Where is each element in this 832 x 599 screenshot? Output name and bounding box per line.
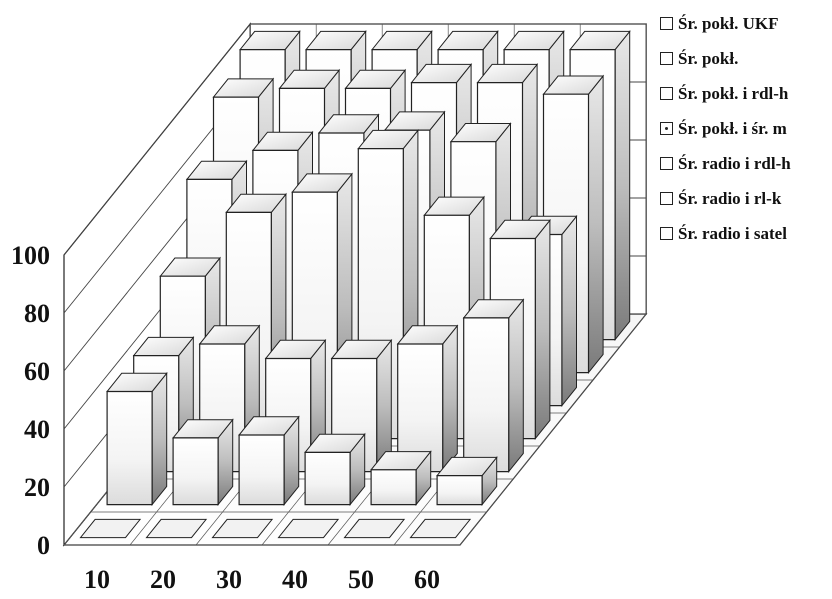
bar-front-face (304, 451, 351, 506)
legend-swatch (660, 17, 673, 30)
legend: Śr. pokł. UKF Śr. pokł. Śr. pokł. i rdl-… (660, 6, 791, 251)
y-tick-label: 20 (24, 473, 50, 502)
chart-bars (79, 29, 631, 539)
legend-swatch (660, 87, 673, 100)
legend-swatch (660, 157, 673, 170)
bar-side-face (561, 214, 577, 408)
bar-side-face (508, 298, 524, 474)
y-tick-label: 40 (24, 415, 50, 444)
y-tick-label: 60 (24, 357, 50, 386)
bar-front-face (172, 437, 219, 506)
bar (370, 450, 432, 507)
bar-side-face (588, 74, 604, 375)
bar-top-face (211, 518, 274, 539)
legend-swatch (660, 192, 673, 205)
legend-item-sr-radio-i-rl-k: Śr. radio i rl-k (660, 181, 791, 216)
bar (145, 518, 208, 539)
x-tick-label: 60 (414, 565, 440, 594)
legend-item-sr-pokl: Śr. pokł. (660, 41, 791, 76)
legend-label: Śr. pokł. i rdl-h (678, 83, 789, 103)
bar-front-face (106, 390, 153, 506)
bar-top-face (79, 518, 142, 539)
bar-front-face (463, 317, 510, 473)
bar (277, 518, 340, 539)
floor-gridline (459, 313, 647, 546)
x-tick-label: 30 (216, 565, 242, 594)
legend-label: Śr. radio i satel (678, 223, 787, 243)
legend-item-sr-radio-i-rdl-h: Śr. radio i rdl-h (660, 146, 791, 181)
bar-side-face (151, 371, 168, 507)
bar (225, 192, 287, 441)
bar (343, 518, 406, 539)
bar (238, 415, 300, 507)
x-tick-label: 40 (282, 565, 308, 594)
legend-item-sr-pokl-i-sr-m: Śr. pokł. i śr. m (660, 111, 791, 146)
x-tick-label: 20 (150, 565, 176, 594)
chart-tick-labels: 0 20 40 60 80 100 10 20 30 40 50 60 (11, 241, 440, 594)
bar (304, 432, 366, 507)
legend-swatch (660, 227, 673, 240)
legend-label: Śr. pokł. (678, 48, 739, 68)
legend-label: Śr. radio i rl-k (678, 188, 782, 208)
legend-label: Śr. radio i rdl-h (678, 153, 791, 173)
legend-label: Śr. pokł. i śr. m (678, 118, 787, 138)
bar-top-face (277, 518, 340, 539)
legend-item-sr-pokl-ukf: Śr. pokł. UKF (660, 6, 791, 41)
bar (106, 371, 168, 507)
legend-item-sr-pokl-i-rdl-h: Śr. pokł. i rdl-h (660, 76, 791, 111)
bar-side-face (614, 29, 631, 342)
y-tick-label: 80 (24, 299, 50, 328)
x-tick-label: 50 (348, 565, 374, 594)
bar-top-face (409, 518, 472, 539)
bar (436, 455, 498, 507)
bar (79, 518, 142, 539)
y-tick-label: 100 (11, 241, 50, 270)
bar-top-face (145, 518, 208, 539)
bar-side-face (534, 218, 551, 441)
bar-front-face (370, 469, 417, 506)
bar (211, 518, 274, 539)
legend-label: Śr. pokł. UKF (678, 13, 779, 33)
bar (172, 418, 234, 507)
bar (409, 518, 472, 539)
bar (396, 324, 459, 474)
y-tick-label: 0 (37, 531, 50, 560)
x-tick-label: 10 (84, 565, 110, 594)
bar-top-face (343, 518, 406, 539)
bar-side-face (442, 324, 458, 474)
legend-swatch (660, 122, 673, 135)
bar (462, 298, 525, 474)
legend-swatch (660, 52, 673, 65)
bar-front-face (238, 434, 285, 506)
legend-item-sr-radio-i-satel: Śr. radio i satel (660, 216, 791, 251)
bar-front-face (436, 475, 483, 506)
